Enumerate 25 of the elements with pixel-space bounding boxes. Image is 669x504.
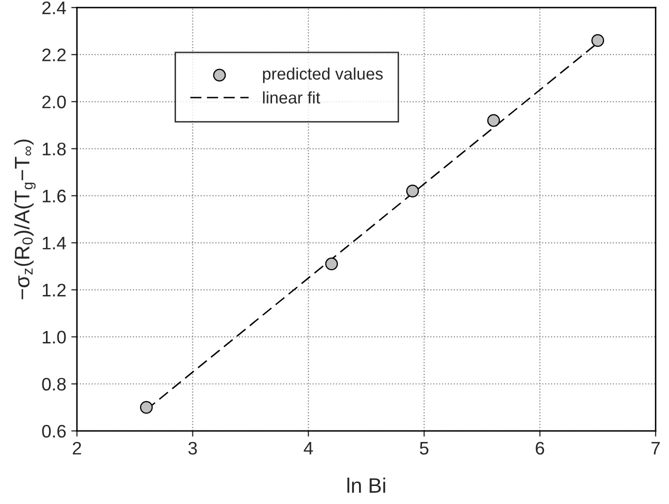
y-tick-label: 0.6 [42,424,66,438]
x-tick-label: 4 [304,442,313,454]
x-tick-label: 6 [536,442,544,455]
y-tick-label: 2.2 [42,48,66,62]
y-tick-label: 1.4 [42,236,66,250]
y-tick-label: 0.8 [42,378,66,391]
y-tick-label: 1.0 [42,330,66,344]
x-tick-label: 3 [188,442,197,455]
text: −σ$_{z}$(R$_{0}$)/A(T$_{g}$−T$_{∞}$) [14,140,36,300]
y-tick-label: 1.8 [42,142,66,156]
point [406,184,419,198]
y-tick-label: 1.2 [42,284,66,296]
y-tick-label: 2.4 [42,1,66,14]
x-tick-label: 7 [652,442,660,454]
x-tick-label: 5 [420,442,428,455]
point [487,114,500,127]
legend-label: predicted values [263,67,383,83]
point [140,401,153,414]
point [591,34,604,47]
legend-label: linear fit [263,91,320,104]
point [325,258,338,270]
y-tick-label: 1.6 [42,190,66,202]
x-tick-label: 2 [72,442,82,454]
y-tick-label: 2.0 [42,96,66,108]
x-axis-title: ln Bi [347,478,386,493]
